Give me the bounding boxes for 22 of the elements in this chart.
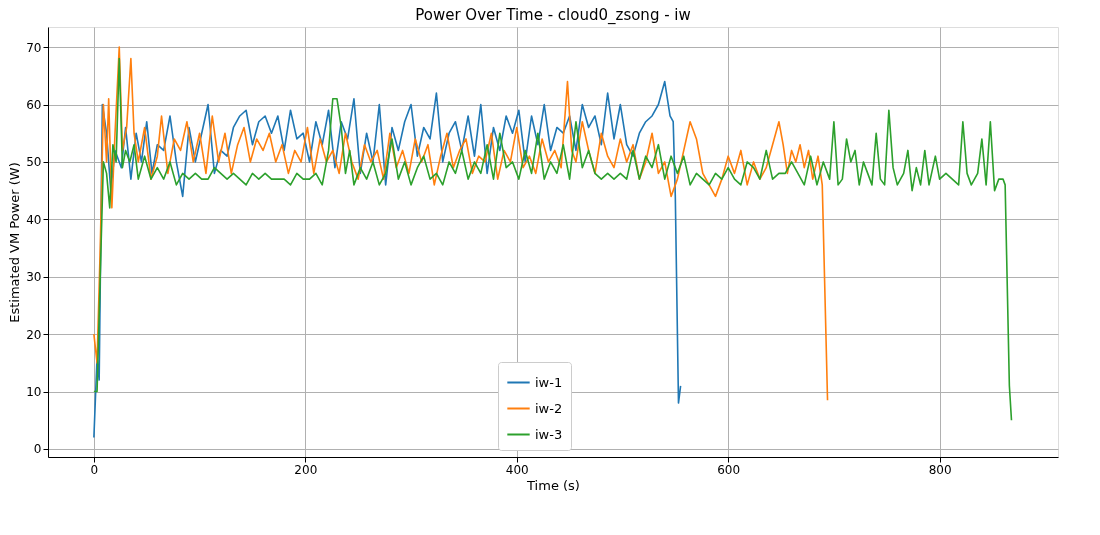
y-axis-title: Estimated VM Power (W) (7, 162, 23, 323)
x-axis-title: Time (s) (526, 477, 580, 493)
legend-label: iw-3 (535, 426, 563, 442)
x-tick-label: 800 (928, 462, 952, 477)
x-tick-label: 600 (717, 462, 741, 477)
y-tick-label: 60 (26, 98, 42, 112)
line-series (93, 46, 829, 401)
legend-label: iw-2 (535, 400, 563, 416)
y-tick-label: 20 (26, 327, 42, 342)
y-tick-label: 10 (26, 385, 42, 400)
y-tick-label: 0 (33, 442, 42, 457)
line-series (93, 80, 682, 439)
y-tick-label: 30 (26, 270, 42, 285)
x-tick-label: 400 (505, 462, 529, 477)
y-tick-label: 40 (26, 212, 42, 227)
line-series (93, 57, 1013, 422)
y-tick-label: 70 (26, 40, 42, 55)
y-tick-label: 50 (26, 155, 42, 170)
chart-title: Power Over Time - cloud0_zsong - iw (415, 6, 691, 25)
x-tick-label: 200 (294, 462, 318, 477)
legend-label: iw-1 (535, 374, 563, 390)
x-tick-label: 0 (90, 462, 99, 477)
